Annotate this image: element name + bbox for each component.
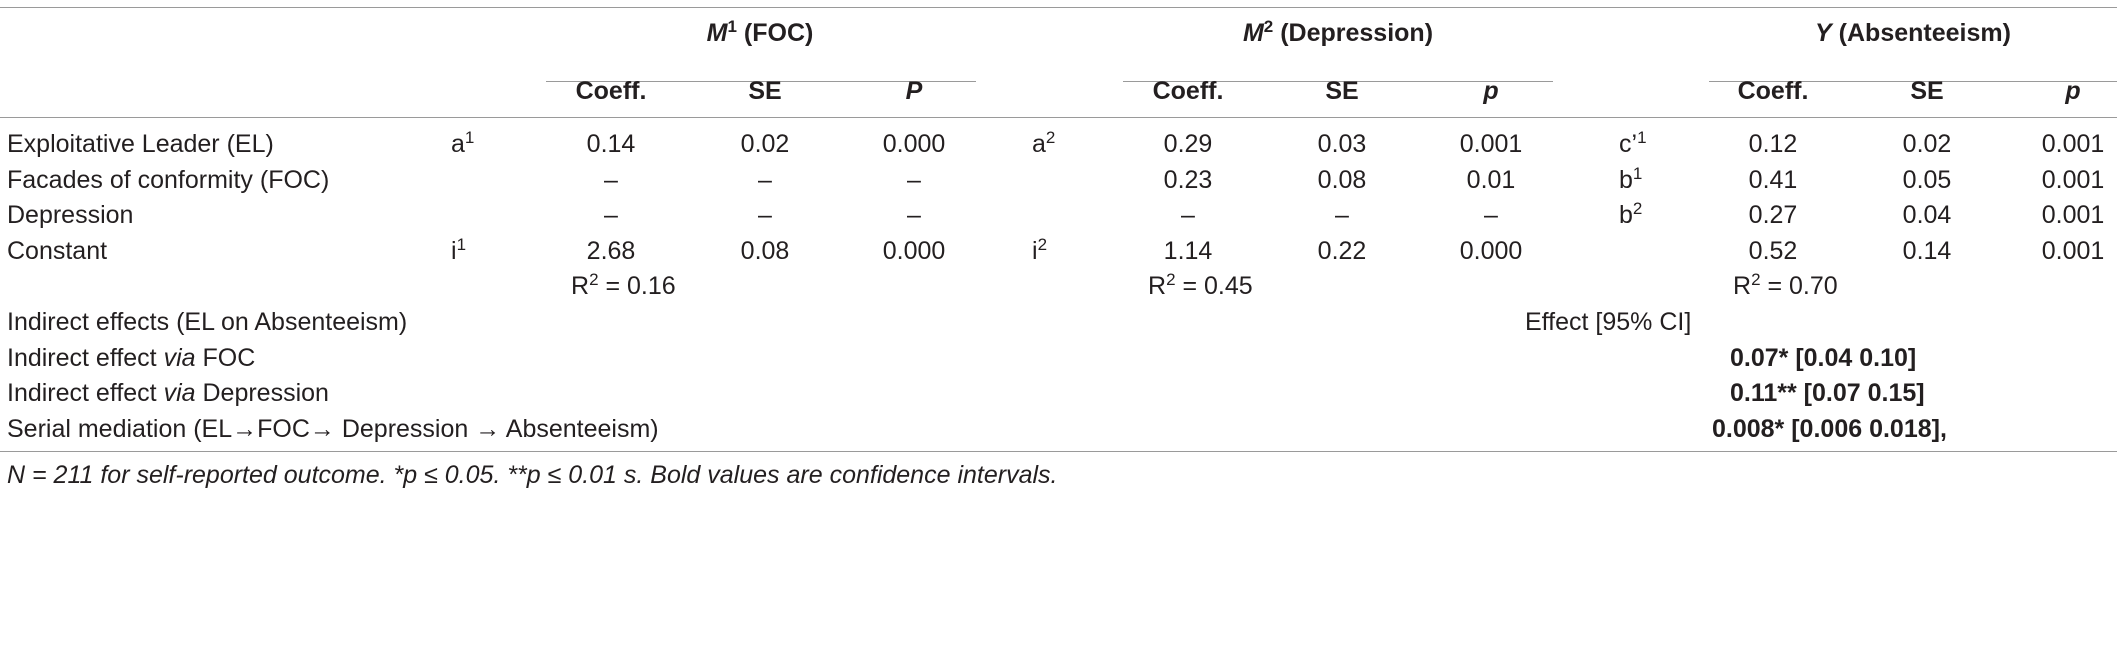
table-cell: – [907,201,921,229]
table-cell: – [1484,201,1498,229]
table-cell: 0.03 [1317,130,1367,158]
table-cell: 0.02 [1902,130,1952,158]
table-cell: 0.08 [740,237,790,265]
col-header-m2-se: SE [1325,77,1359,105]
col-header-y-se: SE [1910,77,1944,105]
table-cell: 0.000 [882,237,946,265]
table-cell: 0.001 [1459,130,1523,158]
table-cell: 1.14 [1163,237,1213,265]
table-cell: – [758,201,772,229]
table-cell: 0.000 [1459,237,1523,265]
indirect-row-label: Indirect effect via Depression [7,379,329,407]
table-cell: 0.27 [1748,201,1798,229]
table-cell: 0.41 [1748,166,1798,194]
col-header-m1-p: P [905,77,923,105]
table-cell: 0.02 [740,130,790,158]
table-cell: – [1181,201,1195,229]
path-label: b2 [1619,198,1643,229]
table-cell: 0.52 [1748,237,1798,265]
col-header-m1-se: SE [748,77,782,105]
table-cell: – [758,166,772,194]
table-cell: 0.01 [1466,166,1516,194]
table-cell: – [907,166,921,194]
indirect-row-value: 0.008* [0.006 0.018], [1712,415,1947,443]
r2-y: R2 = 0.70 [1733,269,1838,300]
col-header-y-p: p [2065,77,2081,105]
r2-m2: R2 = 0.45 [1148,269,1253,300]
header-rule [0,117,2117,118]
table-cell: 0.22 [1317,237,1367,265]
path-label: i1 [451,234,467,265]
table-cell: 0.05 [1902,166,1952,194]
indirect-row-label: Indirect effect via FOC [7,344,256,372]
path-label: a1 [451,127,475,158]
col-header-y-coeff: Coeff. [1737,77,1809,105]
table-cell: 0.001 [2041,130,2105,158]
row-label: Facades of conformity (FOC) [7,166,330,194]
row-label: Exploitative Leader (EL) [7,130,274,158]
table-footnote: N = 211 for self-reported outcome. *p ≤ … [7,461,1058,489]
table-cell: 0.04 [1902,201,1952,229]
table-cell: – [1335,201,1349,229]
col-header-m1-coeff: Coeff. [575,77,647,105]
col-header-m2-p: p [1483,77,1499,105]
table-cell: 0.001 [2041,201,2105,229]
row-label: Depression [7,201,134,229]
col-header-m2-coeff: Coeff. [1152,77,1224,105]
table-cell: – [604,166,618,194]
table-cell: – [604,201,618,229]
table-cell: 0.000 [882,130,946,158]
table-cell: 0.14 [1902,237,1952,265]
table-cell: 0.23 [1163,166,1213,194]
table-cell: 0.29 [1163,130,1213,158]
y-group-rule [1709,81,2117,82]
bottom-rule [0,451,2117,452]
path-label: i2 [1032,234,1048,265]
indirect-row-value: 0.07* [0.04 0.10] [1730,344,1917,372]
table-cell: 0.14 [586,130,636,158]
indirect-row-value: 0.11** [0.07 0.15] [1730,379,1925,407]
group-header-y: Y (Absenteeism) [1815,19,2011,47]
table-cell: 0.001 [2041,166,2105,194]
row-label: Constant [7,237,108,265]
path-label: b1 [1619,163,1643,194]
table-cell: 0.12 [1748,130,1798,158]
m2-group-rule [1123,81,1553,82]
table-cell: 2.68 [586,237,636,265]
path-label: a2 [1032,127,1056,158]
indirect-effects-title: Indirect effects (EL on Absenteeism) [7,308,408,336]
top-rule [0,7,2117,8]
indirect-row-label: Serial mediation (EL→FOC→ Depression → A… [7,415,659,443]
table-cell: 0.08 [1317,166,1367,194]
effect-ci-header: Effect [95% CI] [1525,308,1692,336]
r2-m1: R2 = 0.16 [571,269,676,300]
group-header-m2: M2 (Depression) [1242,16,1434,47]
path-label: c’1 [1619,127,1647,158]
table-cell: 0.001 [2041,237,2105,265]
group-header-m1: M1 (FOC) [706,16,814,47]
m1-group-rule [546,81,976,82]
